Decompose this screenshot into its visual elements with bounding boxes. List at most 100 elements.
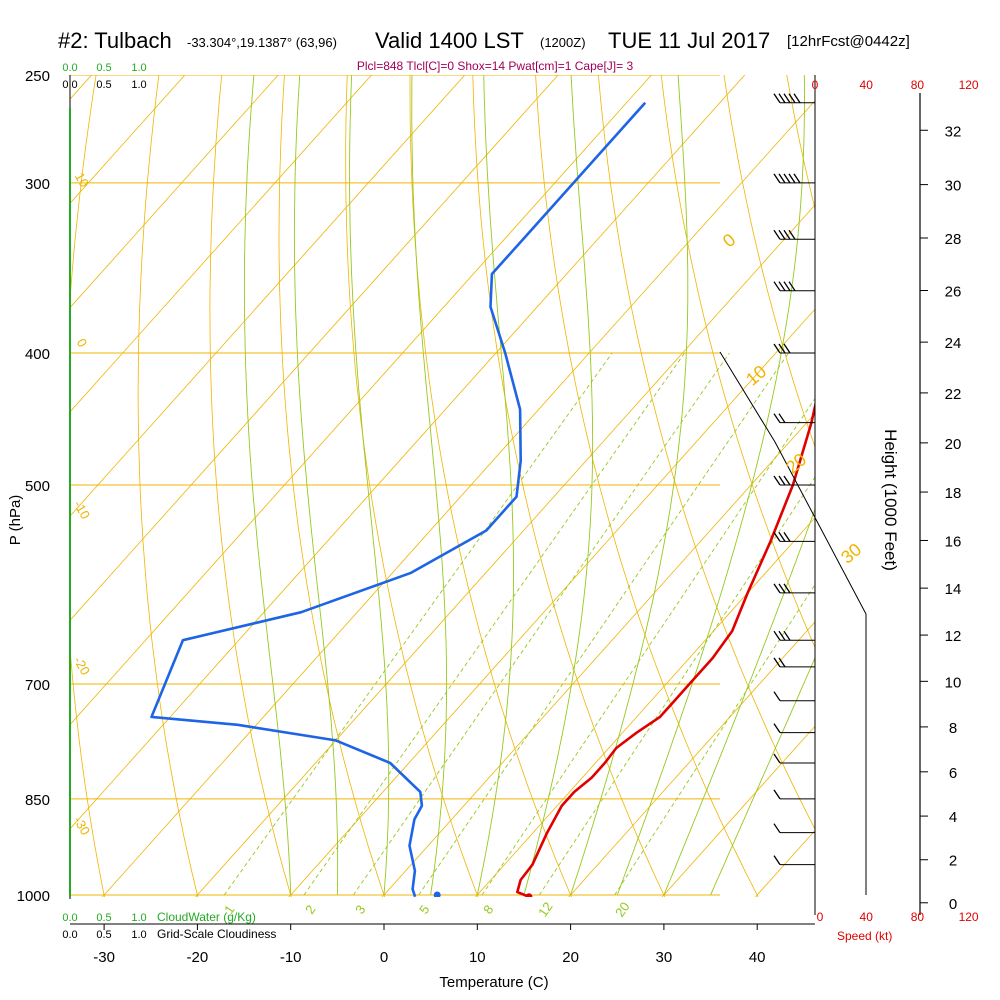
wind-barb-flag (783, 281, 791, 292)
cloudiness-top-tick-label: 0.5 (96, 79, 111, 91)
wind-barb-flag (778, 173, 786, 184)
cloudwater-bottom-tick-label: 0.0 (62, 912, 77, 924)
cloudiness-top-tick-label: 0.0 (62, 79, 77, 91)
pressure-tick-label: 1000 (17, 888, 50, 905)
temperature-tick-label: 0 (380, 949, 388, 966)
isotherm-line (70, 75, 652, 726)
temperature-tick-label: -10 (280, 949, 302, 966)
dry-adiabat-line (209, 75, 292, 897)
mixing-ratio-line (481, 397, 815, 896)
cloudwater-bottom-tick-label: 0.5 (96, 912, 111, 924)
dry-adiabat-line (535, 75, 759, 897)
cloudiness-top-tick-label: 1.0 (131, 79, 146, 91)
surface-temperature-marker (525, 893, 533, 897)
dry-adiabat-label: -10 (71, 498, 93, 522)
wind-barb-flag (778, 583, 786, 594)
wind-barb-flag (783, 532, 791, 542)
isotherm-line (101, 100, 815, 897)
x-axis-title: Temperature (C) (439, 974, 548, 991)
dry-adiabat-line (597, 75, 815, 830)
stability-indices: Plcl=848 Tlcl[C]=0 Shox=14 Pwat[cm]=1 Ca… (357, 59, 634, 73)
moist-adiabat-line (523, 75, 594, 896)
height-tick-label: 10 (945, 674, 962, 691)
wind-barb-flag (773, 657, 781, 668)
mixing-ratio-label: 3 (352, 902, 368, 917)
isotherm-line (70, 75, 186, 204)
dry-adiabat-line (660, 75, 815, 649)
wind-barb-flag (773, 583, 781, 594)
forecast-run: [12hrFcst@0442z] (787, 33, 910, 50)
moist-adiabat-line (293, 75, 339, 895)
mixing-ratio-line (538, 476, 815, 896)
temperature-tick-label: 30 (656, 949, 673, 966)
dry-adiabat-label: 0 (74, 336, 91, 350)
mixing-ratio-label: 12 (535, 899, 556, 919)
cloudwater-label: CloudWater (g/Kg) (157, 910, 256, 924)
wind-barb-flag (778, 93, 786, 104)
station-title: #2: Tulbach (58, 28, 172, 53)
wind-barb-flag (788, 281, 796, 292)
cloudwater-top-tick-label: 1.0 (131, 62, 146, 74)
dry-adiabat-line (969, 51, 1000, 924)
wind-barb-flag (773, 475, 781, 486)
wind-barb-flag (778, 413, 786, 424)
wind-barb-flag (773, 823, 781, 834)
isotherm-line (474, 517, 815, 897)
wind-barb-flag (783, 343, 791, 354)
wind-barb-flag (783, 630, 791, 641)
isotherm-line (288, 308, 815, 897)
speed-top-tick-label: 0 (812, 78, 819, 92)
moist-adiabat-label: 0 (719, 230, 740, 252)
pressure-tick-label: 250 (25, 68, 50, 85)
cloudwater-top-tick-label: 0.5 (96, 62, 111, 74)
moist-adiabat-label: 30 (837, 539, 865, 567)
temperature-tick-label: 40 (749, 949, 766, 966)
dry-adiabat-line (409, 75, 572, 897)
dry-adiabat-line (137, 75, 199, 897)
wind-barb-flag (773, 630, 781, 641)
cloudiness-label: Grid-Scale Cloudiness (157, 927, 276, 941)
dry-adiabat-line (845, 51, 1000, 924)
pressure-tick-label: 300 (25, 176, 50, 193)
isotherm-line (568, 621, 815, 897)
wind-barb-flag (778, 475, 786, 486)
wind-barb-flag (788, 229, 796, 240)
height-tick-label: 32 (945, 123, 962, 140)
moist-adiabat-line (411, 75, 448, 896)
height-tick-label: 14 (945, 581, 962, 598)
mixing-ratio-label: 2 (302, 902, 318, 917)
height-tick-label: 24 (945, 335, 962, 352)
speed-bottom-tick-label: 0 (817, 910, 824, 924)
speed-bottom-tick-label: 120 (959, 910, 979, 924)
height-tick-label: 4 (949, 809, 957, 826)
isotherm-line (661, 725, 815, 897)
cloudiness-bottom-tick-label: 0.5 (96, 929, 111, 941)
moist-adiabat-line (349, 75, 390, 896)
height-tick-label: 26 (945, 284, 962, 301)
isotherm-line (70, 75, 279, 309)
mixing-ratio-line (223, 352, 613, 896)
isotherm-line (70, 75, 466, 517)
wind-barb-flag (773, 93, 781, 104)
dry-adiabat-label: 10 (72, 170, 92, 190)
wind-barb-flag (783, 583, 791, 594)
wind-barb-flag (793, 93, 801, 104)
forecast-date: TUE 11 Jul 2017 (608, 28, 771, 53)
speed-axis-title: Speed (kt) (837, 929, 892, 943)
dry-adiabat-line (723, 75, 815, 448)
cloudiness-bottom-tick-label: 0.0 (62, 929, 77, 941)
mixing-ratio-line (352, 352, 730, 896)
wind-barb-flag (773, 723, 781, 734)
height-tick-label: 6 (949, 765, 957, 782)
wind-barb-flag (773, 753, 781, 764)
height-tick-label: 30 (945, 178, 962, 195)
wind-barb-flag (778, 657, 786, 668)
wind-speed-profile (814, 720, 815, 895)
isotherm-line (381, 412, 815, 897)
temperature-tick-label: 20 (562, 949, 579, 966)
sounding-profiles (150, 101, 815, 897)
barb-panel-boundary (719, 351, 867, 895)
wind-barb-flag (778, 343, 786, 354)
